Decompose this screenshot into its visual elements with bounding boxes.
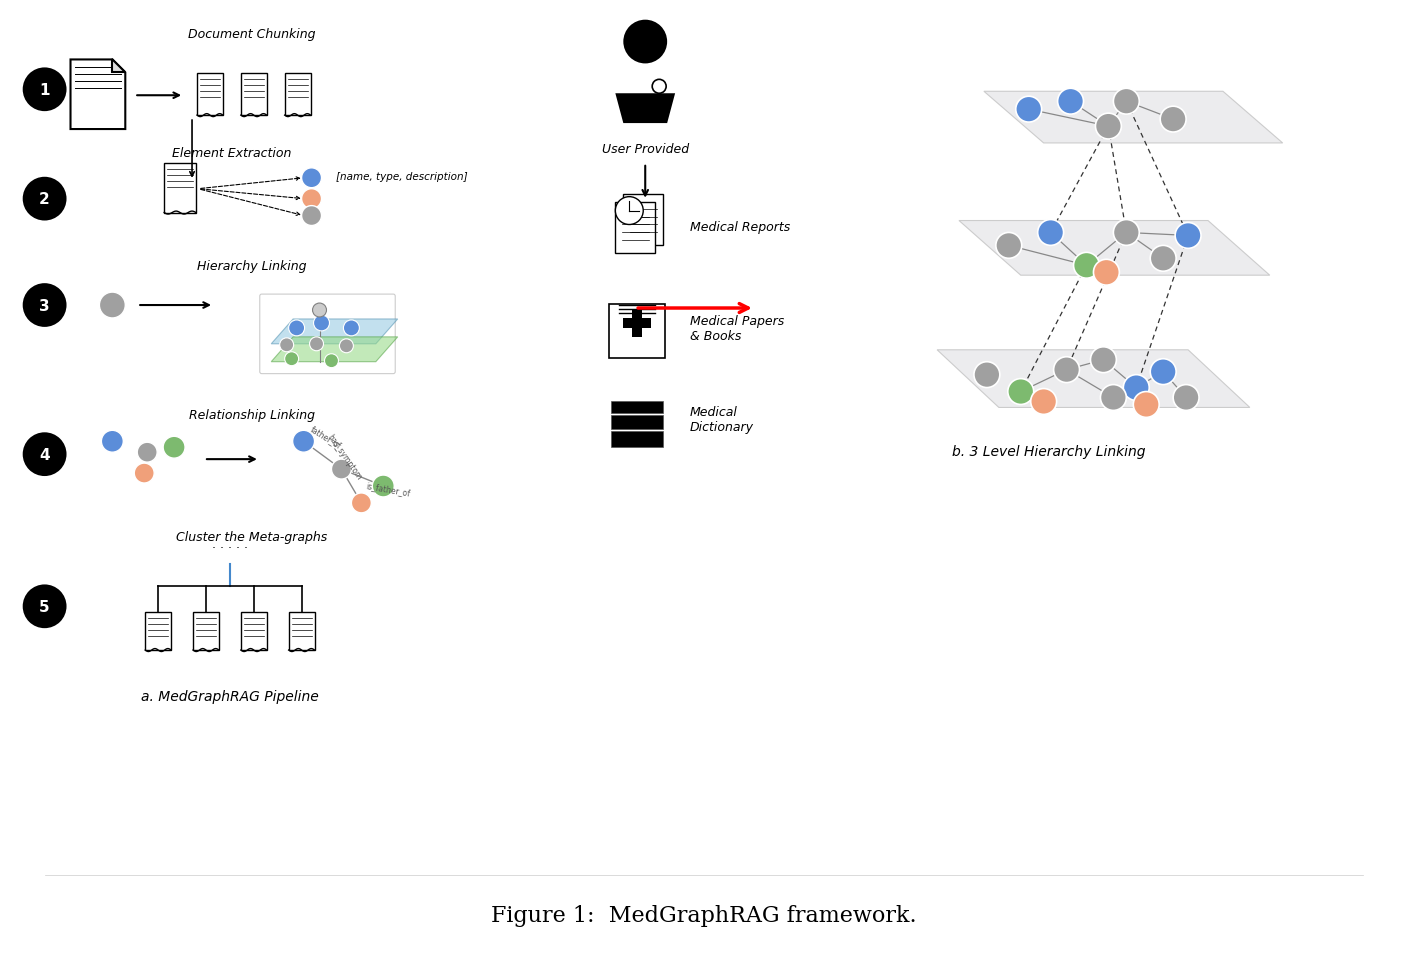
Circle shape	[23, 177, 66, 221]
Text: 5: 5	[39, 599, 49, 614]
Circle shape	[1090, 348, 1117, 373]
Circle shape	[624, 20, 667, 64]
Text: Figure 1:  MedGraphRAG framework.: Figure 1: MedGraphRAG framework.	[491, 903, 917, 925]
Circle shape	[284, 353, 298, 366]
Circle shape	[1057, 89, 1084, 115]
Text: is_father_of: is_father_of	[365, 481, 411, 497]
Circle shape	[301, 190, 321, 209]
Bar	[624, 195, 663, 246]
Text: 2: 2	[39, 192, 51, 207]
Bar	[624, 319, 652, 328]
Bar	[165, 164, 196, 213]
Circle shape	[1015, 97, 1042, 123]
Bar	[611, 402, 663, 414]
Bar	[610, 304, 665, 359]
Circle shape	[289, 321, 304, 336]
Text: a. MedGraphRAG Pipeline: a. MedGraphRAG Pipeline	[141, 689, 318, 703]
Circle shape	[293, 431, 314, 453]
Polygon shape	[938, 351, 1250, 408]
Circle shape	[1176, 223, 1201, 249]
Bar	[145, 612, 172, 650]
Bar	[241, 75, 266, 116]
Circle shape	[1114, 89, 1139, 115]
Text: 3: 3	[39, 298, 49, 313]
Text: [name, type, description]: [name, type, description]	[337, 172, 467, 181]
Text: 4: 4	[39, 448, 49, 462]
Text: Element Extraction: Element Extraction	[172, 147, 291, 160]
Circle shape	[372, 476, 394, 497]
Polygon shape	[113, 60, 125, 74]
Circle shape	[344, 321, 359, 336]
Polygon shape	[615, 94, 674, 124]
Text: Hierarchy Linking: Hierarchy Linking	[197, 260, 307, 272]
Circle shape	[995, 234, 1022, 259]
Circle shape	[1053, 358, 1080, 383]
Bar	[197, 75, 222, 116]
Bar	[632, 310, 642, 337]
Text: 1: 1	[39, 82, 49, 98]
Circle shape	[615, 198, 643, 225]
Circle shape	[1073, 253, 1100, 279]
Circle shape	[23, 284, 66, 328]
Bar	[193, 612, 218, 650]
Circle shape	[100, 293, 125, 319]
Circle shape	[339, 339, 353, 354]
Circle shape	[1038, 220, 1063, 246]
Bar	[241, 612, 266, 650]
Circle shape	[101, 431, 124, 453]
Circle shape	[23, 433, 66, 477]
Circle shape	[1150, 246, 1176, 272]
Circle shape	[1101, 385, 1126, 411]
Circle shape	[1133, 392, 1159, 418]
Polygon shape	[272, 337, 397, 362]
Bar	[611, 416, 663, 430]
Circle shape	[134, 463, 155, 484]
Bar	[615, 203, 655, 254]
Circle shape	[352, 493, 372, 514]
Circle shape	[1150, 359, 1176, 385]
Circle shape	[1094, 260, 1119, 286]
Circle shape	[974, 362, 1000, 389]
Text: has_symptom: has_symptom	[325, 433, 363, 482]
Polygon shape	[984, 92, 1283, 143]
Circle shape	[310, 337, 324, 352]
Circle shape	[324, 355, 338, 368]
Polygon shape	[70, 60, 125, 130]
Circle shape	[1095, 114, 1121, 140]
Text: Medical
Dictionary: Medical Dictionary	[690, 406, 755, 434]
Circle shape	[301, 206, 321, 226]
Text: User Provided: User Provided	[601, 143, 689, 156]
Circle shape	[1160, 107, 1186, 133]
Circle shape	[313, 303, 327, 318]
Circle shape	[1008, 379, 1033, 405]
Polygon shape	[959, 221, 1270, 276]
Circle shape	[1031, 390, 1056, 415]
Text: Cluster the Meta-graphs: Cluster the Meta-graphs	[176, 531, 328, 544]
Circle shape	[137, 443, 158, 462]
Text: father_of: father_of	[308, 423, 342, 450]
Circle shape	[314, 316, 329, 331]
Text: Medical Reports: Medical Reports	[690, 221, 790, 234]
Circle shape	[280, 338, 294, 353]
Circle shape	[23, 585, 66, 629]
Text: Relationship Linking: Relationship Linking	[189, 409, 315, 422]
Text: b. 3 Level Hierarchy Linking: b. 3 Level Hierarchy Linking	[952, 445, 1145, 458]
Text: Document Chunking: Document Chunking	[189, 28, 315, 41]
Bar	[611, 432, 663, 448]
Circle shape	[301, 169, 321, 189]
Circle shape	[1124, 375, 1149, 401]
Text: · · · · ·: · · · · ·	[211, 541, 248, 554]
Text: Medical Papers
& Books: Medical Papers & Books	[690, 315, 784, 343]
Circle shape	[1114, 220, 1139, 246]
Bar	[289, 612, 314, 650]
Circle shape	[23, 69, 66, 112]
Circle shape	[1173, 385, 1200, 411]
Circle shape	[163, 437, 184, 458]
Polygon shape	[272, 320, 397, 344]
Bar	[284, 75, 311, 116]
Circle shape	[331, 459, 352, 480]
